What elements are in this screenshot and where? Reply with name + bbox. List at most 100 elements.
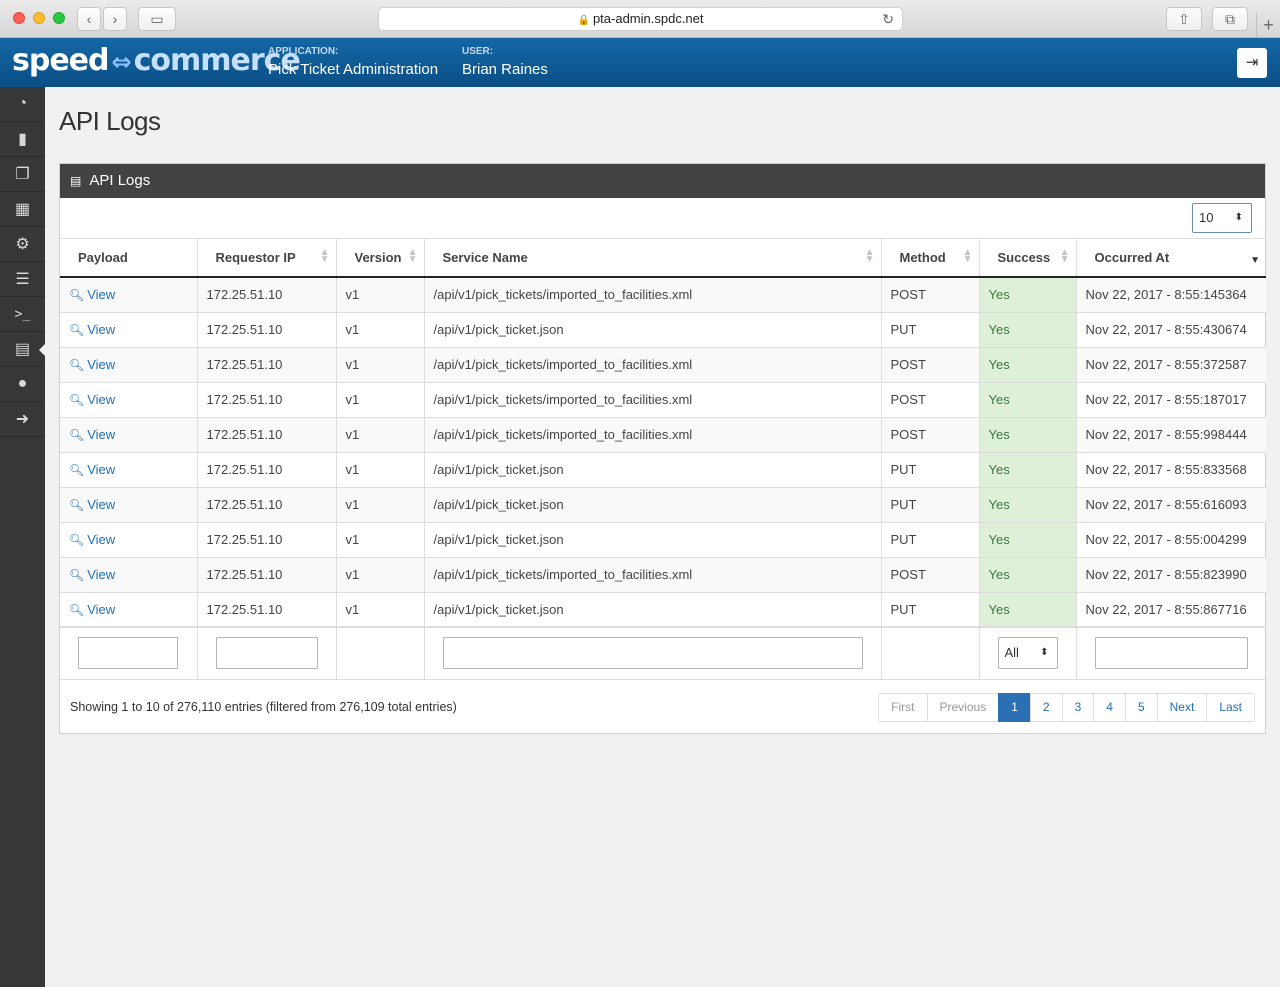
sidebar-item-files[interactable]: ❐	[0, 157, 45, 192]
sidebar-item-dashboard[interactable]: ◔	[0, 87, 45, 122]
sidebar-item-api-logs[interactable]: ▤	[0, 332, 46, 367]
service-name-cell: /api/v1/pick_ticket.json	[423, 522, 881, 558]
new-tab-button[interactable]: +	[1256, 13, 1280, 38]
occurred-at-cell: Nov 22, 2017 - 8:55:187017	[1075, 382, 1266, 418]
table-row: 🔍︎ View 172.25.51.10 v1/api/v1/pick_tickets…	[60, 347, 1266, 383]
table-row: 🔍︎ View 172.25.51.10 v1/api/v1/pick_ticket.…	[60, 452, 1266, 488]
service-name-filter-input[interactable]	[442, 637, 863, 670]
pagination-4[interactable]: 4	[1093, 693, 1126, 722]
back-button[interactable]: ‹	[77, 7, 101, 31]
requestor-ip-filter-input[interactable]	[215, 637, 318, 670]
service-name-cell: /api/v1/pick_tickets/imported_to_facilit…	[423, 277, 881, 313]
column-header-requestor-ip[interactable]: Requestor IP ▲ ▼	[196, 239, 336, 278]
requestor-ip-cell: 172.25.51.10	[196, 417, 336, 453]
view-payload-link[interactable]: 🔍︎ View	[69, 357, 116, 372]
requestor-ip-cell: 172.25.51.10	[196, 452, 336, 488]
sidebar-toggle-button[interactable]: ▭	[138, 7, 176, 31]
view-payload-link[interactable]: 🔍︎ View	[69, 322, 116, 337]
search-icon: 🔍︎	[69, 393, 85, 407]
building-icon: ▦	[14, 201, 31, 218]
view-payload-link[interactable]: 🔍︎ View	[69, 392, 116, 407]
browser-toolbar: ‹ › ▭ 🔒 pta-admin.spdc.net ↻ ⇧ ⧉ +	[0, 0, 1280, 38]
search-icon: 🔍︎	[69, 323, 85, 337]
sidebar-item-file[interactable]: ▮	[0, 122, 45, 157]
column-header-success[interactable]: Success ▲ ▼	[978, 239, 1076, 278]
sidebar-item-exit[interactable]: ➜	[0, 402, 45, 437]
column-header-method[interactable]: Method ▲ ▼	[880, 239, 979, 278]
pagination-1[interactable]: 1	[998, 693, 1031, 722]
view-payload-link[interactable]: 🔍︎ View	[69, 427, 116, 442]
close-window-button[interactable]	[13, 12, 25, 24]
requestor-ip-cell: 172.25.51.10	[196, 312, 336, 348]
sidebar-item-settings[interactable]: ⚙	[0, 227, 45, 262]
success-cell: Yes	[978, 312, 1076, 348]
view-payload-link[interactable]: 🔍︎ View	[69, 532, 116, 547]
service-name-cell: /api/v1/pick_tickets/imported_to_facilit…	[423, 382, 881, 418]
table-row: 🔍︎ View 172.25.51.10 v1/api/v1/pick_tickets…	[60, 382, 1266, 418]
method-cell: POST	[880, 277, 979, 313]
service-name-cell: /api/v1/pick_tickets/imported_to_facilit…	[423, 417, 881, 453]
method-cell: PUT	[880, 592, 979, 628]
logout-button[interactable]: ⇥	[1237, 48, 1267, 78]
occurred-at-cell: Nov 22, 2017 - 8:55:616093	[1075, 487, 1266, 523]
table-row: 🔍︎ View 172.25.51.10 v1/api/v1/pick_tickets…	[60, 417, 1266, 453]
column-header-version[interactable]: Version ▲ ▼	[335, 239, 424, 278]
occurred-at-cell: Nov 22, 2017 - 8:55:004299	[1075, 522, 1266, 558]
method-cell: POST	[880, 417, 979, 453]
search-icon: 🔍︎	[69, 428, 85, 442]
occurred-at-cell: Nov 22, 2017 - 8:55:430674	[1075, 312, 1266, 348]
file-icon: ▮	[18, 131, 27, 148]
page-length-select[interactable]: 10 ⬍	[1192, 203, 1252, 233]
sidebar-item-building[interactable]: ▦	[0, 192, 45, 227]
logo[interactable]: speed ⇔ commerce	[12, 43, 301, 80]
api-logs-panel: ▤ API Logs 10 ⬍ Payload Requestor IP ▲ ▼ Ve…	[59, 163, 1266, 734]
sort-icon: ▲ ▼	[864, 247, 875, 265]
view-payload-link[interactable]: 🔍︎ View	[69, 287, 116, 303]
success-cell: Yes	[978, 487, 1076, 523]
version-cell: v1	[335, 347, 424, 383]
sidebar: ◔ ▮ ❐ ▦ ⚙ ☰ >_ ▤ ● ➜	[0, 87, 46, 987]
service-name-cell: /api/v1/pick_ticket.json	[423, 452, 881, 488]
pagination-3[interactable]: 3	[1061, 693, 1095, 722]
sidebar-item-terminal[interactable]: >_	[0, 297, 45, 332]
payload-cell: 🔍︎ View	[60, 487, 197, 523]
view-payload-link[interactable]: 🔍︎ View	[69, 497, 116, 512]
pagination-next[interactable]: Next	[1156, 693, 1208, 722]
requestor-ip-cell: 172.25.51.10	[196, 557, 336, 593]
sidebar-item-server[interactable]: ☰	[0, 262, 45, 297]
user-value: Brian Raines	[462, 61, 548, 78]
tabs-button[interactable]: ⧉	[1212, 7, 1248, 31]
payload-filter-input[interactable]	[78, 637, 178, 670]
search-icon: 🔍︎	[69, 498, 85, 512]
occurred-at-filter-input[interactable]	[1094, 637, 1248, 670]
service-name-cell: /api/v1/pick_ticket.json	[423, 487, 881, 523]
forward-button[interactable]: ›	[103, 7, 127, 31]
pagination-previous[interactable]: Previous	[926, 693, 1000, 722]
view-payload-link[interactable]: 🔍︎ View	[69, 462, 116, 477]
sidebar-item-user[interactable]: ●	[0, 367, 45, 402]
payload-cell: 🔍︎ View	[60, 522, 197, 558]
pagination-5[interactable]: 5	[1124, 693, 1158, 722]
zoom-window-button[interactable]	[53, 12, 65, 24]
url-text: pta-admin.spdc.net	[592, 11, 704, 26]
length-row: 10 ⬍	[60, 198, 1265, 239]
method-cell: PUT	[880, 522, 979, 558]
requestor-ip-cell: 172.25.51.10	[196, 522, 336, 558]
view-payload-link[interactable]: 🔍︎ View	[69, 601, 116, 617]
address-bar[interactable]: 🔒 pta-admin.spdc.net ↻	[378, 7, 903, 31]
filter-row: All ⬍	[60, 626, 1266, 680]
search-icon: 🔍︎	[69, 463, 85, 477]
success-filter-select[interactable]: All ⬍	[997, 637, 1058, 670]
terminal-icon: >_	[14, 306, 31, 322]
pagination-first[interactable]: First	[878, 693, 928, 722]
column-header-service-name[interactable]: Service Name ▲ ▼	[423, 239, 881, 278]
pagination-2[interactable]: 2	[1029, 693, 1063, 722]
share-button[interactable]: ⇧	[1166, 7, 1202, 31]
column-header-occurred-at[interactable]: Occurred At ▼	[1075, 239, 1266, 278]
reload-icon[interactable]: ↻	[882, 11, 894, 27]
pagination-last[interactable]: Last	[1206, 693, 1255, 722]
view-payload-link[interactable]: 🔍︎ View	[69, 567, 116, 582]
tabs-icon: ⧉	[1225, 11, 1235, 27]
dashboard-icon: ◔	[17, 95, 28, 112]
minimize-window-button[interactable]	[33, 12, 45, 24]
